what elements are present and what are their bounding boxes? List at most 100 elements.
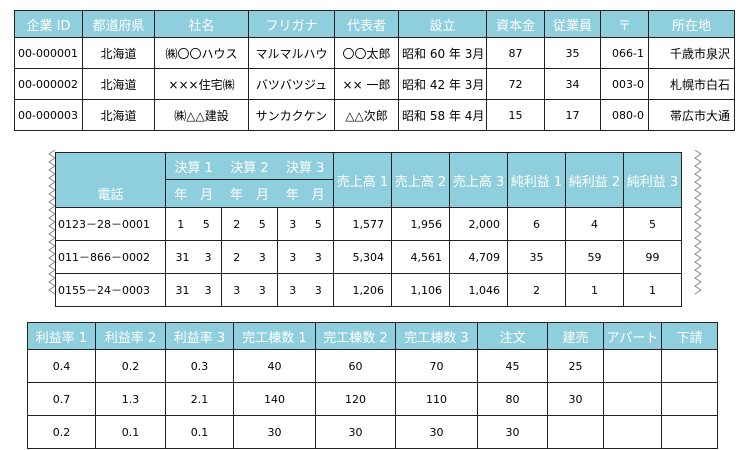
table-cell: ㈱△△建設 (154, 99, 249, 131)
table-cell: 4 (565, 207, 624, 241)
month-value: 5 (202, 217, 210, 231)
table-cell: 59 (565, 240, 624, 274)
table-cell (547, 415, 604, 449)
month-value: 3 (314, 283, 322, 297)
year-value: 3 (289, 283, 297, 297)
table-row: 0.4 0.2 0.3 40 60 70 45 25 (27, 349, 718, 383)
table-cell: 72 (486, 68, 545, 100)
table-cell: バツバツジュ (248, 68, 335, 100)
table-cell: 40 (233, 349, 316, 383)
year-value: 31 (175, 283, 190, 297)
column-header: 完工棟数 2 (315, 322, 396, 350)
table-cell: 00-000002 (14, 68, 83, 100)
year-value: 3 (289, 250, 297, 264)
table-row: 00-000002 北海道 ×××住宅㈱ バツバツジュ ×× 一郎 昭和 42 … (14, 68, 735, 100)
month-value: 3 (204, 250, 212, 264)
table-cell: 6 (507, 207, 566, 241)
year-label: 年 (174, 188, 188, 203)
month-value: 3 (258, 283, 266, 297)
table-cell: 5 (623, 207, 682, 241)
table-cell: 1,106 (391, 273, 450, 307)
column-header: 都道府県 (82, 10, 155, 38)
table-cell: 帯広市大通 (648, 99, 735, 131)
column-header: 資本金 (486, 10, 545, 38)
table-cell: 4,561 (391, 240, 450, 274)
year-value: 3 (289, 217, 297, 231)
column-header: 純利益 3 (623, 152, 682, 208)
table-cell: 140 (233, 382, 316, 416)
table-cell: 0.1 (95, 415, 166, 449)
column-header: 決算 3 (277, 152, 334, 180)
table-cell: 30 (395, 415, 478, 449)
table-cell: 30 (315, 415, 396, 449)
year-value: 1 (177, 217, 185, 231)
month-label: 月 (200, 188, 214, 203)
column-header: 決算 2 (221, 152, 278, 180)
table-cell: 066-1 (600, 37, 649, 69)
table-cell: 30 (547, 382, 604, 416)
column-header: フリガナ (248, 10, 335, 38)
table-cell: 1,206 (333, 273, 392, 307)
table-cell: 0.3 (165, 349, 234, 383)
table-cell: 0.7 (27, 382, 96, 416)
column-header: 純利益 2 (565, 152, 624, 208)
table-cell: 34 (544, 68, 601, 100)
column-header: 注文 (477, 322, 548, 350)
table-cell: 87 (486, 37, 545, 69)
table-cell: 1,956 (391, 207, 450, 241)
table-row: 0.2 0.1 0.1 30 30 30 30 (27, 415, 718, 449)
phone-cell: 0155－24－0003 (55, 273, 166, 307)
table-cell: 0.2 (27, 415, 96, 449)
table-cell: 99 (623, 240, 682, 274)
table-cell: 120 (315, 382, 396, 416)
table-cell: 080-0 (600, 99, 649, 131)
table-cell: ×× 一郎 (334, 68, 399, 100)
table-cell: 00-000001 (14, 37, 83, 69)
table-cell (603, 382, 662, 416)
performance-table: 利益率 1 利益率 2 利益率 3 完工棟数 1 完工棟数 2 完工棟数 3 注… (27, 322, 718, 449)
table-cell (661, 349, 718, 383)
column-header: 売上高 1 (333, 152, 392, 208)
table-cell: 0.2 (95, 349, 166, 383)
column-header: 〒 (600, 10, 649, 38)
table-cell: 17 (544, 99, 601, 131)
table-cell: 70 (395, 349, 478, 383)
table-cell: ㈱〇〇ハウス (154, 37, 249, 69)
column-header: 利益率 3 (165, 322, 234, 350)
column-header: 完工棟数 1 (233, 322, 316, 350)
column-header: 完工棟数 3 (395, 322, 478, 350)
month-value: 5 (258, 217, 266, 231)
year-value: 31 (175, 250, 190, 264)
table-cell: ×××住宅㈱ (154, 68, 249, 100)
year-month-cell: 31 3 (165, 240, 222, 274)
month-value: 5 (314, 217, 322, 231)
column-header: 企業 ID (14, 10, 83, 38)
company-table: 企業 ID 都道府県 社名 フリガナ 代表者 設立 資本金 従業員 〒 所在地 … (14, 10, 735, 131)
table-cell: 北海道 (82, 99, 155, 131)
table-cell (661, 415, 718, 449)
table-cell: 30 (233, 415, 316, 449)
table-cell: 昭和 42 年 3月 (398, 68, 487, 100)
column-header: 純利益 1 (507, 152, 566, 208)
table-cell: 札幌市白石 (648, 68, 735, 100)
column-header: 設立 (398, 10, 487, 38)
table-cell: 北海道 (82, 37, 155, 69)
column-header: 売上高 2 (391, 152, 450, 208)
table-cell: 1,577 (333, 207, 392, 241)
column-header: 決算 1 (165, 152, 222, 180)
table-cell: 昭和 60 年 3月 (398, 37, 487, 69)
table-cell: 2,000 (449, 207, 508, 241)
company-table-header-row: 企業 ID 都道府県 社名 フリガナ 代表者 設立 資本金 従業員 〒 所在地 (14, 10, 735, 38)
table-row: 00-000003 北海道 ㈱△△建設 サンカクケン △△次郎 昭和 58 年 … (14, 99, 735, 131)
table-cell: △△次郎 (334, 99, 399, 131)
table-cell: 30 (477, 415, 548, 449)
performance-table-header-row: 利益率 1 利益率 2 利益率 3 完工棟数 1 完工棟数 2 完工棟数 3 注… (27, 322, 718, 350)
table-cell: 80 (477, 382, 548, 416)
